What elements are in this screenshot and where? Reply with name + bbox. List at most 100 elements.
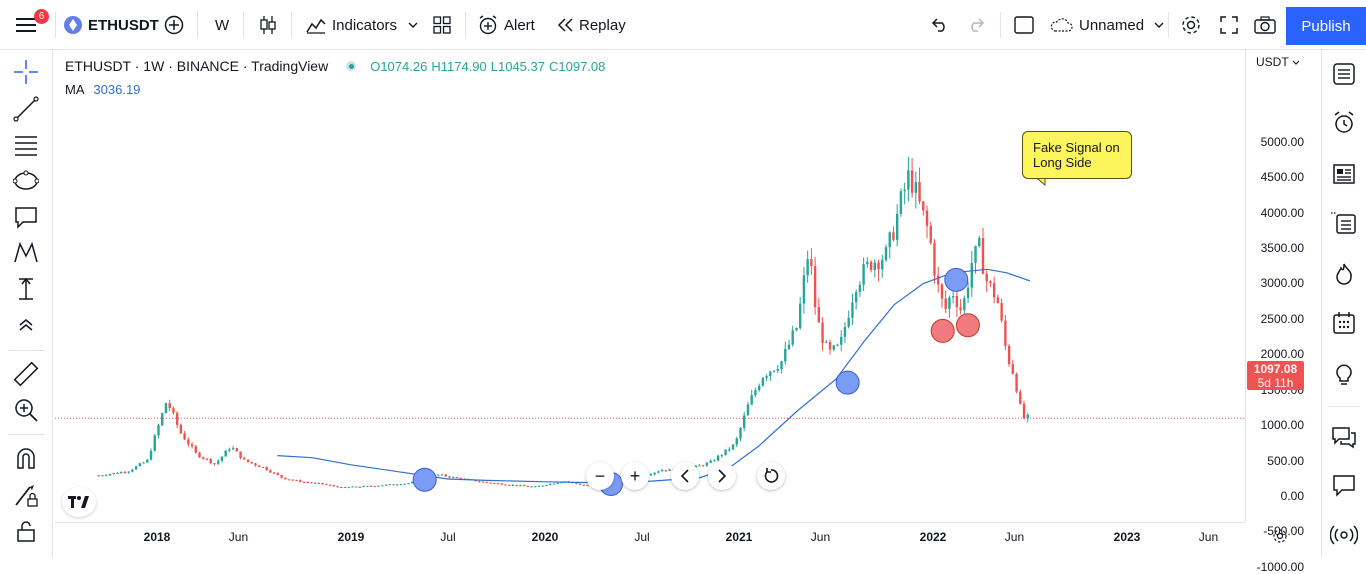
indicators-dropdown-chevron-icon[interactable] xyxy=(408,0,418,50)
candle-body xyxy=(743,415,746,428)
price-tick-label: -1000.00 xyxy=(1256,559,1304,574)
publish-button[interactable]: Publish xyxy=(1286,7,1366,45)
time-axis[interactable]: 2018 Jun 2019 Jul 2020 Jul 2021 Jun 2022 Jun 2023 J… xyxy=(55,522,1245,552)
candle-body xyxy=(653,472,656,475)
indicators-button[interactable]: Indicators xyxy=(306,0,397,50)
alert-button[interactable]: Alert xyxy=(478,0,535,50)
candle-body xyxy=(161,413,164,426)
candle-body xyxy=(992,283,996,298)
reset-icon xyxy=(764,468,779,483)
candle-body xyxy=(985,273,988,282)
candle-body xyxy=(280,475,283,478)
candle-body xyxy=(209,458,212,464)
shapes-icon[interactable] xyxy=(12,167,40,195)
symbol-search-button[interactable]: ETHUSDT xyxy=(64,0,159,50)
indicators-icon xyxy=(306,18,326,34)
zoom-out-button[interactable]: − xyxy=(586,462,614,490)
candle-body xyxy=(519,485,522,487)
reset-chart-button[interactable] xyxy=(757,462,785,490)
tradingview-logo[interactable] xyxy=(62,487,96,517)
candle-body xyxy=(332,485,336,487)
replay-button[interactable]: Replay xyxy=(557,0,626,50)
ma-legend[interactable]: MA 3036.19 xyxy=(65,82,140,97)
candle-body xyxy=(358,486,362,488)
undo-button[interactable] xyxy=(930,0,948,50)
price-chart[interactable] xyxy=(55,50,1245,522)
candle-body xyxy=(1004,320,1007,346)
candle-body xyxy=(377,485,380,487)
chats-icon[interactable] xyxy=(1329,422,1359,452)
candle-body xyxy=(440,474,444,476)
unlock-icon[interactable] xyxy=(12,517,40,545)
gear-icon xyxy=(1182,16,1200,34)
redo-button[interactable] xyxy=(968,0,986,50)
candle-body xyxy=(903,189,906,192)
fullscreen-button[interactable] xyxy=(1220,0,1238,50)
candle-body xyxy=(250,461,253,464)
forecast-icon[interactable] xyxy=(12,275,40,303)
candle-body xyxy=(937,275,940,285)
crosshair-icon[interactable] xyxy=(12,58,40,86)
candle-body xyxy=(552,483,556,485)
candle-body xyxy=(963,298,966,311)
calendar-icon[interactable] xyxy=(1329,308,1359,338)
scroll-left-button[interactable] xyxy=(671,462,699,490)
candle-body xyxy=(522,485,526,487)
candle-body xyxy=(168,403,171,409)
snapshot-button[interactable] xyxy=(1254,0,1276,50)
magnet-icon[interactable] xyxy=(12,445,40,473)
candle-body xyxy=(105,475,108,477)
layout-grid-button[interactable] xyxy=(433,0,451,50)
layout-name-button[interactable]: Unnamed xyxy=(1049,0,1164,50)
fullscreen-chart-button[interactable] xyxy=(1014,0,1034,50)
currency-selector[interactable]: USDT xyxy=(1256,55,1300,69)
minus-icon: − xyxy=(594,465,606,486)
last-price-tag: 1097.08 5d 11h xyxy=(1247,361,1304,390)
compare-symbol-button[interactable] xyxy=(164,0,184,50)
candle-body xyxy=(317,482,321,484)
candle-body xyxy=(925,210,929,226)
streams-icon[interactable] xyxy=(1329,520,1359,550)
lock-drawings-icon[interactable] xyxy=(12,481,40,509)
candle-body xyxy=(127,471,130,473)
alerts-icon[interactable] xyxy=(1329,108,1359,138)
fib-retracement-icon[interactable] xyxy=(12,131,40,159)
patterns-icon[interactable] xyxy=(12,239,40,267)
settings-button[interactable] xyxy=(1180,0,1202,50)
candle-body xyxy=(1019,391,1022,404)
candle-body xyxy=(784,348,787,362)
chart-type-button[interactable] xyxy=(258,0,278,50)
candle-body xyxy=(228,449,231,451)
signal-marker-blue xyxy=(944,267,969,292)
interval-button[interactable]: W xyxy=(215,16,230,34)
menu-icon[interactable] xyxy=(16,0,36,50)
axis-settings-button[interactable] xyxy=(1272,528,1288,549)
text-annotation-icon[interactable] xyxy=(12,203,40,231)
price-axis[interactable]: USDT 5000.00 4500.00 4000.00 3500.00 3000.00… xyxy=(1245,50,1320,574)
object-tree-icon[interactable] xyxy=(1329,208,1359,238)
ma-value: 3036.19 xyxy=(93,82,141,97)
ideas-lightbulb-icon[interactable] xyxy=(1329,359,1359,389)
scroll-right-button[interactable] xyxy=(708,462,736,490)
candle-body xyxy=(724,449,727,455)
candle-body xyxy=(586,484,589,486)
plus-circle-icon xyxy=(164,15,184,35)
zoom-in-icon[interactable] xyxy=(12,396,40,424)
comments-icon[interactable] xyxy=(1329,470,1359,500)
candle-body xyxy=(272,472,276,474)
chevron-up-double-icon[interactable] xyxy=(12,311,40,339)
signal-marker-blue xyxy=(835,370,860,395)
candle-body xyxy=(112,472,115,474)
zoom-in-button[interactable]: + xyxy=(621,462,649,490)
tradingview-logo-icon xyxy=(68,496,89,508)
candle-body xyxy=(750,395,753,405)
data-window-icon[interactable] xyxy=(1329,159,1359,189)
fake-signal-callout[interactable]: Fake Signal on Long Side xyxy=(1022,131,1132,179)
ruler-icon[interactable] xyxy=(12,360,40,388)
hotlists-icon[interactable] xyxy=(1329,259,1359,289)
trend-line-icon[interactable] xyxy=(12,95,40,123)
candle-body xyxy=(515,484,518,486)
watchlist-icon[interactable] xyxy=(1329,59,1359,89)
candle-body xyxy=(108,473,112,476)
candle-body xyxy=(720,454,724,456)
